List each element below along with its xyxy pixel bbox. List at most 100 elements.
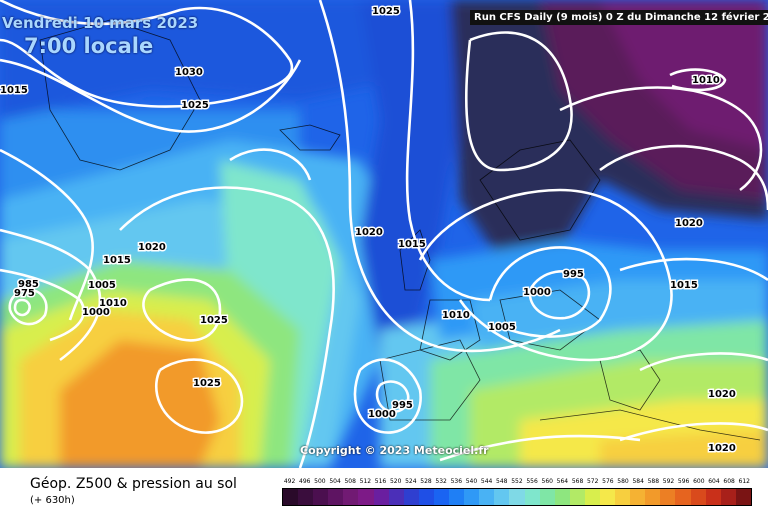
legend-value: 512 [359,478,372,485]
isobar-label: 1000 [368,409,396,420]
legend-swatch [358,489,374,505]
legend-swatch [388,489,404,505]
isobar-label: 975 [14,288,35,299]
legend-value: 520 [389,478,402,485]
legend-swatch [494,489,510,505]
copyright-notice: Copyright © 2023 Meteociel.fr [300,444,489,457]
isobar-label: 985 [18,279,39,290]
legend-value: 540 [465,478,478,485]
isobar-label: 1005 [88,280,116,291]
isobar-label: 1010 [692,75,720,86]
isobars [0,0,768,468]
legend-value: 556 [526,478,538,485]
isobar-label: 1000 [82,307,110,318]
legend-value: 516 [374,478,387,485]
legend-value: 572 [586,478,599,485]
legend-value: 576 [602,478,614,485]
isobar-label: 1020 [138,242,166,253]
legend-swatch [328,489,344,505]
legend-swatch [373,489,389,505]
isobar-label: 1025 [200,315,228,326]
legend-swatch [735,489,751,505]
isobar-label: 1000 [523,287,551,298]
weather-map: 1025 1030 1025 1015 1020 1015 1005 1010 … [0,0,768,468]
legend-value: 500 [314,478,326,485]
isobar-label: 1015 [0,85,28,96]
legend-value: 596 [677,478,690,485]
legend-swatch [660,489,676,505]
legend-swatch [313,489,329,505]
legend-swatch [464,489,480,505]
isobar-label: 1025 [181,100,209,111]
legend-swatch [599,489,616,505]
isobar-label: 995 [563,269,584,280]
legend-swatch [509,489,525,505]
legend-value: 604 [708,478,720,485]
legend-value: 608 [723,478,735,485]
isobar-label: 1010 [99,298,127,309]
legend-swatch [584,489,600,505]
legend-color-bar [282,488,752,506]
legend-swatch [615,489,631,505]
legend-swatch [690,489,706,505]
isobar-label: 1025 [193,378,221,389]
legend-value: 524 [405,478,417,485]
legend-swatch [449,489,465,505]
legend-swatch [524,489,540,505]
legend-value: 552 [511,478,523,485]
legend-value: 612 [738,478,750,485]
legend-swatch [343,489,359,505]
legend-value: 600 [693,478,705,485]
legend-swatch [298,489,314,505]
legend-value: 568 [571,478,584,485]
legend-value: 496 [299,478,311,485]
legend-value: 560 [541,478,553,485]
isobar-label: 1020 [708,443,736,454]
legend-value: 528 [420,478,432,485]
legend-value: 584 [632,478,644,485]
legend-swatch [630,489,646,505]
legend-swatch [705,489,721,505]
isobar-label: 1030 [175,67,203,78]
legend-value: 564 [556,478,569,485]
legend-swatch [675,489,691,505]
legend-swatch [554,489,570,505]
legend-value: 532 [435,478,447,485]
map-canvas: 1025 1030 1025 1015 1020 1015 1005 1010 … [0,0,768,468]
legend-value: 544 [480,478,493,485]
isobar-label: 1010 [442,310,470,321]
isobar-labels: 1025 1030 1025 1015 1020 1015 1005 1010 … [0,5,737,456]
legend-swatch [283,489,299,505]
isobar-label: 995 [392,400,413,411]
legend-swatch [539,489,555,505]
map-title: Géop. Z500 & pression au sol [30,476,237,492]
isobar-label: 1015 [103,255,131,266]
legend-value: 548 [496,478,508,485]
geopotential-field [0,0,768,468]
legend-swatch [479,489,495,505]
legend-value: 508 [344,478,356,485]
forecast-date: Vendredi 10 mars 2023 [2,14,199,32]
legend-swatch [569,489,585,505]
legend-value: 580 [617,478,629,485]
legend-swatch [720,489,736,505]
isobar-label: 1020 [708,389,736,400]
legend-swatch [433,489,450,505]
legend-swatch [403,489,419,505]
legend-swatch [645,489,661,505]
isobar-label: 1015 [398,239,426,250]
legend-value: 592 [662,478,675,485]
legend-value: 504 [329,478,341,485]
forecast-hour: (+ 630h) [30,495,75,506]
isobar-label: 1005 [488,322,516,333]
run-info: Run CFS Daily (9 mois) 0 Z du Dimanche 1… [470,10,768,25]
isobar-label: 1020 [675,218,703,229]
isobar-label: 1020 [355,227,383,238]
isobar-label: 1025 [372,6,400,17]
legend-value: 536 [450,478,463,485]
forecast-time: 7:00 locale [24,34,154,58]
color-legend: 492 496 500 504 508 512 516 520 524 528 532 536 540 5… [282,476,752,506]
isobar-label: 1015 [670,280,698,291]
legend-value: 588 [647,478,660,485]
legend-labels: 492 496 500 504 508 512 516 520 524 528 532 536 540 5… [282,476,752,487]
